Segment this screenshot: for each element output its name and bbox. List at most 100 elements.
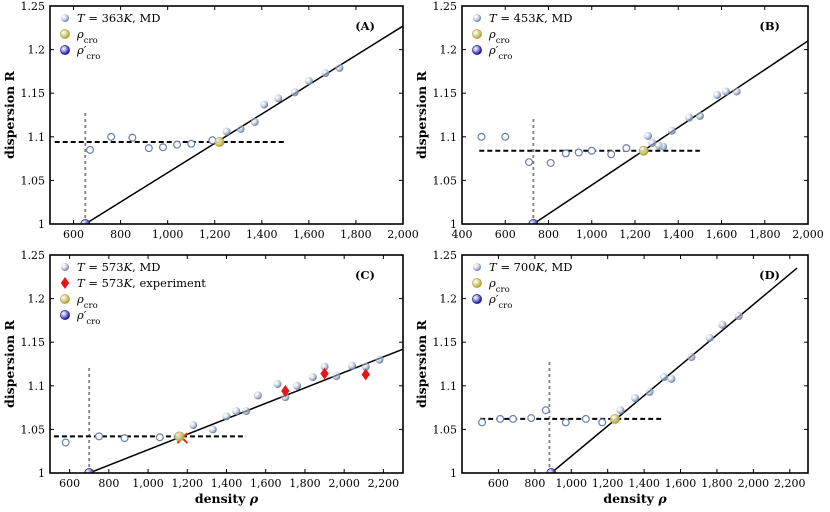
y-tick-label: 1.25 (433, 249, 458, 262)
legend-label: T = 573K, experiment (77, 276, 206, 290)
md-data-point (232, 407, 241, 416)
y-tick-label: 1 (38, 218, 45, 231)
y-tick-label: 1.15 (21, 87, 46, 100)
y-axis-label: dispersion R (414, 320, 429, 408)
y-tick-label: 1.05 (21, 423, 46, 436)
legend-marker-experiment (60, 277, 70, 289)
open-data-point (587, 146, 596, 155)
y-tick-label: 1.05 (433, 174, 458, 187)
md-data-point (721, 87, 730, 96)
open-data-point (598, 418, 607, 427)
open-data-point (86, 145, 95, 154)
legend-marker-rho-cro-prime (472, 294, 482, 304)
x-tick-label: 800 (538, 228, 559, 241)
x-tick-label: 1,800 (701, 477, 733, 490)
md-data-point (222, 412, 231, 421)
x-tick-label: 1,200 (592, 477, 624, 490)
y-tick-label: 1.1 (440, 380, 458, 393)
legend-marker-md (61, 14, 69, 22)
rho-cro-point (174, 431, 185, 442)
plot-frame (49, 5, 404, 225)
open-data-point (120, 434, 129, 443)
x-tick-label: 600 (495, 228, 516, 241)
md-data-point (308, 373, 317, 382)
y-tick-label: 1.2 (28, 293, 46, 306)
plot-area (477, 40, 808, 224)
legend-label: ρ′cro (488, 43, 512, 62)
x-tick-label: 1,400 (211, 477, 243, 490)
x-tick-label: 1,800 (340, 228, 372, 241)
x-tick-label: 1,400 (663, 228, 695, 241)
y-tick-label: 1.15 (433, 336, 458, 349)
y-tick-label: 1.15 (433, 87, 458, 100)
panel-b: 400 600 800 1,000 1,200 1,400 1,600 1,800 2,000 1… (414, 0, 824, 241)
md-data-point (253, 391, 262, 400)
md-data-point (648, 138, 657, 147)
legend-marker-rho-cro-prime (60, 310, 70, 320)
x-axis-label: density ρ (603, 491, 667, 506)
open-data-point (525, 158, 534, 167)
legend-marker-rho-cro-prime (60, 45, 70, 55)
y-tick-label: 1.2 (440, 44, 458, 57)
open-data-point (107, 132, 116, 141)
y-axis-label: dispersion R (414, 71, 429, 159)
y-axis-label: dispersion R (2, 320, 17, 408)
rho-cro-point (638, 145, 649, 156)
plot-area (53, 348, 403, 473)
rho-cro-point (214, 137, 225, 147)
open-data-point (501, 132, 510, 141)
open-data-point (477, 132, 486, 141)
open-data-point (607, 150, 616, 159)
md-data-point (290, 88, 299, 97)
x-tick-label: 2,200 (368, 477, 400, 490)
legend-marker-rho-cro (472, 29, 482, 39)
legend-marker-rho-cro (472, 278, 482, 288)
panel-tag: (A) (355, 19, 375, 33)
y-tick-label: 1.25 (21, 0, 46, 13)
panel-d: 600 800 1,000 1,200 1,400 1,600 1,800 2,000 2,20… (414, 249, 809, 506)
x-tick-label: 1,800 (749, 228, 781, 241)
md-data-point (260, 100, 269, 109)
md-data-point (645, 387, 654, 396)
md-data-point (375, 355, 384, 364)
y-tick-label: 1.15 (21, 336, 46, 349)
x-tick-label: 1,000 (132, 477, 164, 490)
y-tick-label: 1 (450, 467, 457, 480)
y-tick-label: 1.25 (433, 0, 458, 13)
open-data-point (144, 144, 153, 153)
open-data-point (478, 418, 487, 427)
x-tick-label: 800 (110, 228, 131, 241)
y-tick-label: 1.1 (28, 131, 46, 144)
legend-label: ρcro (488, 27, 510, 46)
md-data-point (734, 312, 743, 321)
legend-label: ρcro (76, 292, 98, 311)
plot-area (54, 25, 403, 224)
md-data-point (335, 63, 344, 72)
plot-area (478, 267, 798, 473)
open-data-point (546, 158, 555, 167)
y-tick-label: 1.25 (21, 249, 46, 262)
md-data-point (685, 113, 694, 122)
experiment-data-point (320, 367, 329, 380)
md-data-point (643, 131, 652, 140)
md-data-point (713, 90, 722, 99)
legend-marker-md (473, 263, 481, 271)
open-data-point (95, 432, 104, 441)
md-data-point (332, 372, 341, 381)
y-tick-label: 1.1 (440, 131, 458, 144)
md-data-point (281, 393, 290, 402)
y-tick-label: 1 (450, 218, 457, 231)
x-tick-label: 600 (63, 228, 84, 241)
md-data-point (293, 381, 302, 390)
x-axis-label: density ρ (195, 491, 259, 506)
x-tick-label: 1,400 (628, 477, 660, 490)
fit-line (84, 25, 403, 224)
x-tick-label: 1,600 (706, 228, 738, 241)
legend-marker-rho-cro (60, 294, 70, 304)
md-data-point (274, 94, 283, 103)
x-tick-label: 1,600 (665, 477, 697, 490)
open-data-point (622, 144, 631, 153)
open-data-point (128, 133, 137, 142)
legend-marker-rho-cro-prime (472, 45, 482, 55)
md-data-point (616, 406, 625, 415)
